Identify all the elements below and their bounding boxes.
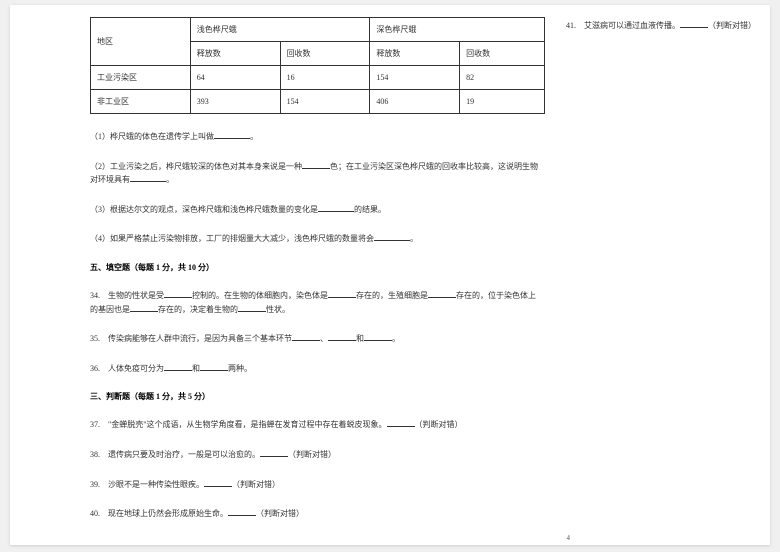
blank <box>374 232 410 241</box>
question-37: 37. "金蝉脱壳"这个成语，从生物学角度看，是指蝉在发育过程中存在着蜕皮现象。… <box>90 418 540 432</box>
section-5-title: 五、填空题（每题 1 分，共 10 分） <box>90 262 540 273</box>
text: （判断对错） <box>708 21 756 30</box>
blank <box>364 332 392 341</box>
text: 38. 遗传病只要及时治疗，一般是可以治愈的。 <box>90 450 260 459</box>
blank <box>428 289 456 298</box>
text: 37. "金蝉脱壳"这个成语，从生物学角度看，是指蝉在发育过程中存在着蜕皮现象。 <box>90 420 387 429</box>
question-39: 39. 沙眼不是一种传染性眼疾。 （判断对错） <box>90 478 540 492</box>
header-dark: 深色桦尺蛾 <box>370 18 545 42</box>
header-light: 浅色桦尺蛾 <box>190 18 370 42</box>
text: （3）根据达尔文的观点，深色桦尺蛾和浅色桦尺蛾数量的变化是 <box>90 205 318 214</box>
blank <box>260 448 288 457</box>
text: 34. 生物的性状是受 <box>90 291 164 300</box>
text: 35. 传染病能够在人群中流行，是因为具备三个基本环节 <box>90 334 292 343</box>
cell: 64 <box>190 66 280 90</box>
text: 。 <box>410 234 418 243</box>
blank <box>318 203 354 212</box>
header-recapture-2: 回收数 <box>460 42 545 66</box>
blank <box>130 303 158 312</box>
blank <box>228 507 256 516</box>
blank <box>130 173 166 182</box>
question-4: （4）如果严格禁止污染物排放，工厂的排烟量大大减少，浅色桦尺蛾的数量将会 。 <box>90 232 540 246</box>
text: （判断对错） <box>232 480 280 489</box>
question-41: 41. 艾滋病可以通过血液传播。 （判断对错） <box>566 19 760 33</box>
question-35: 35. 传染病能够在人群中流行，是因为具备三个基本环节 、 和 。 <box>90 332 540 346</box>
cell: 16 <box>280 66 370 90</box>
cell: 19 <box>460 90 545 114</box>
text: 性状。 <box>266 305 290 314</box>
cell-region: 非工业区 <box>91 90 191 114</box>
question-3: （3）根据达尔文的观点，深色桦尺蛾和浅色桦尺蛾数量的变化是 的结果。 <box>90 203 540 217</box>
blank <box>164 289 192 298</box>
table-row: 工业污染区 64 16 154 82 <box>91 66 545 90</box>
question-2: （2）工业污染之后，桦尺蛾较深的体色对其本身来说是一种色；在工业污染区深色桦尺蛾… <box>90 160 540 187</box>
blank <box>680 19 708 28</box>
header-recapture-1: 回收数 <box>280 42 370 66</box>
text: 40. 现在地球上仍然会形成原始生命。 <box>90 509 228 518</box>
section-3-title: 三、判断题（每题 1 分，共 5 分） <box>90 391 540 402</box>
table-header-row-1: 地区 浅色桦尺蛾 深色桦尺蛾 <box>91 18 545 42</box>
blank <box>164 362 192 371</box>
blank <box>292 332 320 341</box>
cell: 393 <box>190 90 280 114</box>
text: 41. 艾滋病可以通过血液传播。 <box>566 21 680 30</box>
text: 的结果。 <box>354 205 386 214</box>
text: 39. 沙眼不是一种传染性眼疾。 <box>90 480 204 489</box>
text: 36. 人体免疫可分为 <box>90 364 164 373</box>
data-table: 地区 浅色桦尺蛾 深色桦尺蛾 释放数 回收数 释放数 回收数 工业污染区 64 … <box>90 17 545 114</box>
question-40: 40. 现在地球上仍然会形成原始生命。 （判断对错） <box>90 507 540 521</box>
text: 控制的。在生物的体细胞内，染色体是 <box>192 291 328 300</box>
text: 存在的，生殖细胞是 <box>356 291 428 300</box>
page-number: 4 <box>567 534 571 542</box>
question-1: （1）桦尺蛾的体色在遗传学上叫做 。 <box>90 130 540 144</box>
document-page: 地区 浅色桦尺蛾 深色桦尺蛾 释放数 回收数 释放数 回收数 工业污染区 64 … <box>10 5 770 545</box>
text: 和 <box>356 334 364 343</box>
text: 。 <box>166 175 174 184</box>
question-36: 36. 人体免疫可分为 和 两种。 <box>90 362 540 376</box>
blank <box>200 362 228 371</box>
table-row: 非工业区 393 154 406 19 <box>91 90 545 114</box>
blank <box>387 418 415 427</box>
question-34: 34. 生物的性状是受 控制的。在生物的体细胞内，染色体是 存在的，生殖细胞是存在的… <box>90 289 540 316</box>
text: 。 <box>250 132 258 141</box>
left-column: 地区 浅色桦尺蛾 深色桦尺蛾 释放数 回收数 释放数 回收数 工业污染区 64 … <box>10 17 558 545</box>
blank <box>328 289 356 298</box>
cell: 154 <box>280 90 370 114</box>
cell: 154 <box>370 66 460 90</box>
header-region: 地区 <box>91 18 191 66</box>
text: 、 <box>320 334 328 343</box>
blank <box>238 303 266 312</box>
text: 。 <box>392 334 400 343</box>
header-release-1: 释放数 <box>190 42 280 66</box>
text: 存在的，决定着生物的 <box>158 305 238 314</box>
text: （判断对错） <box>256 509 304 518</box>
cell: 406 <box>370 90 460 114</box>
blank <box>302 160 330 169</box>
text: （判断对错） <box>415 420 463 429</box>
text: （4）如果严格禁止污染物排放，工厂的排烟量大大减少，浅色桦尺蛾的数量将会 <box>90 234 374 243</box>
text: 两种。 <box>228 364 252 373</box>
text: （1）桦尺蛾的体色在遗传学上叫做 <box>90 132 214 141</box>
cell-region: 工业污染区 <box>91 66 191 90</box>
question-38: 38. 遗传病只要及时治疗，一般是可以治愈的。 （判断对错） <box>90 448 540 462</box>
text: 和 <box>192 364 200 373</box>
right-column: 41. 艾滋病可以通过血液传播。 （判断对错） <box>558 17 770 545</box>
blank <box>204 478 232 487</box>
header-release-2: 释放数 <box>370 42 460 66</box>
blank <box>328 332 356 341</box>
text: （2）工业污染之后，桦尺蛾较深的体色对其本身来说是一种 <box>90 162 302 171</box>
text: （判断对错） <box>288 450 336 459</box>
blank <box>214 130 250 139</box>
cell: 82 <box>460 66 545 90</box>
